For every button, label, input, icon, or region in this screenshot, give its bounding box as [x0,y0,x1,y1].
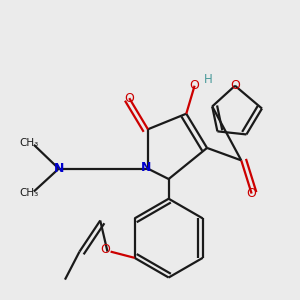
Text: N: N [54,162,64,175]
Text: H: H [204,73,213,86]
Text: N: N [141,160,152,174]
Text: O: O [100,243,110,256]
Text: CH₃: CH₃ [20,138,39,148]
Text: O: O [247,187,256,200]
Text: O: O [124,92,134,105]
Text: O: O [190,79,200,92]
Text: CH₃: CH₃ [20,188,39,198]
Text: O: O [230,79,240,92]
